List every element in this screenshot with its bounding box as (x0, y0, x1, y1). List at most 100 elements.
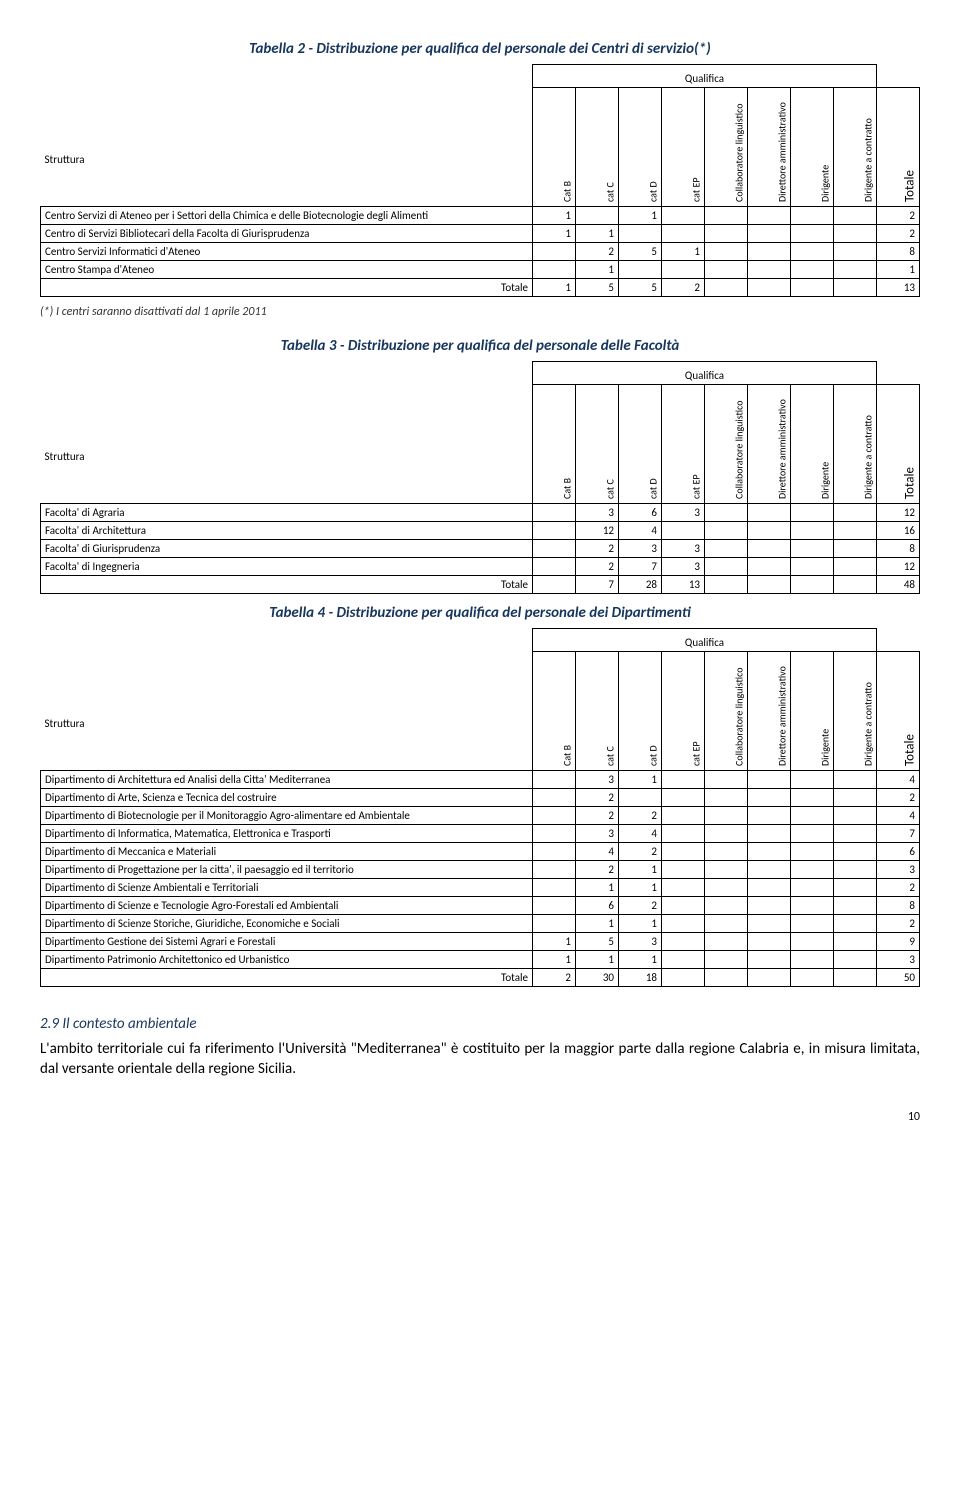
total-cell: 2 (533, 969, 576, 987)
cell: 1 (576, 915, 619, 933)
total-label: Totale (41, 969, 533, 987)
total-cell (705, 969, 748, 987)
cell (748, 843, 791, 861)
cell (834, 861, 877, 879)
struttura-header: Struttura (41, 65, 533, 207)
col-catb: Cat B (533, 88, 576, 207)
cell (748, 243, 791, 261)
cell (705, 825, 748, 843)
table-row: Dipartimento Patrimonio Architettonico e… (41, 951, 920, 969)
grand-total: 48 (877, 576, 920, 594)
cell: 2 (576, 807, 619, 825)
cell (834, 807, 877, 825)
table-row: Dipartimento di Arte, Scienza e Tecnica … (41, 789, 920, 807)
cell: 1 (662, 243, 705, 261)
col-collab: Collaboratore linguistico (705, 385, 748, 504)
cell (748, 225, 791, 243)
row-label: Facolta' di Giurisprudenza (41, 540, 533, 558)
total-row: Totale7281348 (41, 576, 920, 594)
cell (791, 504, 834, 522)
cell (791, 879, 834, 897)
row-label: Facolta' di Ingegneria (41, 558, 533, 576)
cell (705, 243, 748, 261)
cell: 1 (533, 933, 576, 951)
cell (662, 261, 705, 279)
row-total: 8 (877, 897, 920, 915)
total-cell (834, 279, 877, 297)
table-row: Facolta' di Ingegneria27312 (41, 558, 920, 576)
cell (533, 915, 576, 933)
cell (748, 897, 791, 915)
cell: 4 (619, 522, 662, 540)
row-label: Dipartimento di Architettura ed Analisi … (41, 771, 533, 789)
col-catc: cat C (576, 88, 619, 207)
cell (662, 522, 705, 540)
total-cell (791, 279, 834, 297)
cell: 1 (576, 879, 619, 897)
table-row: Dipartimento di Scienze Storiche, Giurid… (41, 915, 920, 933)
section-body: L'ambito territoriale cui fa riferimento… (40, 1039, 920, 1080)
cell (662, 843, 705, 861)
col-totale: Totale (877, 652, 920, 771)
cell (834, 933, 877, 951)
cell (834, 207, 877, 225)
spacer (877, 629, 920, 652)
total-label: Totale (41, 279, 533, 297)
cell (705, 207, 748, 225)
cell: 3 (576, 825, 619, 843)
cell (791, 825, 834, 843)
cell (533, 789, 576, 807)
cell: 6 (619, 504, 662, 522)
total-cell (791, 969, 834, 987)
cell (748, 789, 791, 807)
col-catd: cat D (619, 385, 662, 504)
table4: Struttura Qualifica Cat B cat C cat D ca… (40, 628, 920, 987)
cell (705, 879, 748, 897)
struttura-header: Struttura (41, 362, 533, 504)
row-label: Facolta' di Architettura (41, 522, 533, 540)
col-catd: cat D (619, 652, 662, 771)
cell (834, 789, 877, 807)
cell (748, 915, 791, 933)
cell (533, 504, 576, 522)
cell: 5 (619, 243, 662, 261)
row-label: Dipartimento di Biotecnologie per il Mon… (41, 807, 533, 825)
col-dirigc: Dirigente a contratto (834, 652, 877, 771)
cell (662, 207, 705, 225)
cell (791, 261, 834, 279)
row-label: Centro di Servizi Bibliotecari della Fac… (41, 225, 533, 243)
row-label: Dipartimento Patrimonio Architettonico e… (41, 951, 533, 969)
total-cell (834, 969, 877, 987)
total-cell (533, 576, 576, 594)
row-label: Centro Servizi Informatici d'Ateneo (41, 243, 533, 261)
cell: 6 (576, 897, 619, 915)
cell (662, 915, 705, 933)
cell: 1 (533, 207, 576, 225)
total-cell: 30 (576, 969, 619, 987)
total-cell (705, 279, 748, 297)
cell (791, 540, 834, 558)
cell: 3 (576, 771, 619, 789)
cell (834, 225, 877, 243)
cell: 2 (576, 861, 619, 879)
col-diramm: Direttore amministrativo (748, 652, 791, 771)
cell (791, 558, 834, 576)
row-total: 2 (877, 789, 920, 807)
cell: 2 (576, 540, 619, 558)
cell (705, 843, 748, 861)
col-catep: cat EP (662, 652, 705, 771)
cell (705, 861, 748, 879)
cell (533, 261, 576, 279)
cell (791, 897, 834, 915)
cell: 3 (576, 504, 619, 522)
cell: 2 (576, 789, 619, 807)
table-row: Dipartimento di Scienze Ambientali e Ter… (41, 879, 920, 897)
cell (705, 540, 748, 558)
col-dirig: Dirigente (791, 88, 834, 207)
cell (533, 771, 576, 789)
cell: 3 (662, 504, 705, 522)
cell (533, 843, 576, 861)
table-row: Dipartimento di Meccanica e Materiali426 (41, 843, 920, 861)
row-total: 2 (877, 207, 920, 225)
cell: 1 (576, 225, 619, 243)
